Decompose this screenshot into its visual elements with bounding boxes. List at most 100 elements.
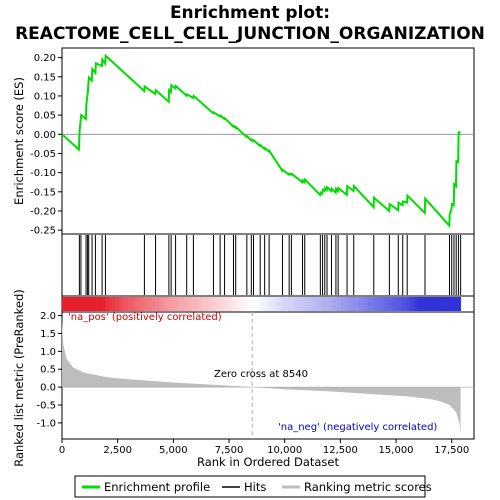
chart-title-line1: Enrichment plot: bbox=[170, 3, 330, 23]
heat-strip-83 bbox=[337, 297, 342, 311]
heat-strip-93 bbox=[370, 297, 375, 311]
heat-strip-1 bbox=[65, 297, 70, 311]
heat-strip-33 bbox=[171, 297, 176, 311]
heat-strip-80 bbox=[327, 297, 332, 311]
heat-strip-112 bbox=[434, 297, 438, 311]
x-tick-label-0: 0 bbox=[59, 445, 65, 456]
heat-strip-92 bbox=[367, 297, 372, 311]
heat-strip-113 bbox=[437, 297, 442, 311]
x-tick-label-7: 17,500 bbox=[434, 445, 469, 456]
es-y-tick-label-1: 0.15 bbox=[34, 72, 56, 83]
metric-y-tick-label-2: 1.0 bbox=[40, 347, 56, 358]
heat-strip-2 bbox=[68, 297, 73, 311]
heat-strip-28 bbox=[155, 297, 159, 311]
heat-strip-61 bbox=[264, 297, 269, 311]
heat-strip-114 bbox=[440, 297, 445, 311]
heat-strip-87 bbox=[351, 297, 355, 311]
heat-strip-0 bbox=[62, 297, 66, 311]
heat-strip-47 bbox=[218, 297, 222, 311]
metric-y-tick-label-5: -0.5 bbox=[36, 401, 56, 412]
heat-strip-77 bbox=[317, 297, 322, 311]
legend-enrichment-label: Enrichment profile bbox=[104, 480, 210, 494]
heat-strip-11 bbox=[98, 297, 103, 311]
metric-y-tick-label-0: 2.0 bbox=[40, 311, 56, 322]
heat-strip-13 bbox=[105, 297, 109, 311]
heat-strip-35 bbox=[178, 297, 182, 311]
heat-strip-16 bbox=[115, 297, 119, 311]
heat-strip-18 bbox=[121, 297, 126, 311]
heat-strip-115 bbox=[444, 297, 448, 311]
heat-strip-30 bbox=[161, 297, 166, 311]
heat-strip-12 bbox=[101, 297, 106, 311]
heat-strip-96 bbox=[380, 297, 385, 311]
heat-strip-43 bbox=[204, 297, 209, 311]
legend-metric-label: Ranking metric scores bbox=[304, 480, 432, 494]
metric-y-tick-label-6: -1.0 bbox=[36, 418, 56, 429]
heat-strip-23 bbox=[138, 297, 143, 311]
x-axis-label: Rank in Ordered Dataset bbox=[197, 455, 340, 469]
es-y-tick-label-6: -0.10 bbox=[30, 168, 56, 179]
heat-strip-53 bbox=[238, 297, 242, 311]
heat-strip-42 bbox=[201, 297, 206, 311]
legend-box bbox=[74, 475, 426, 498]
neg-correlated-label: 'na_neg' (negatively correlated) bbox=[278, 422, 437, 433]
heat-strip-79 bbox=[324, 297, 329, 311]
metric-layer bbox=[62, 312, 474, 439]
heat-strip-51 bbox=[231, 297, 236, 311]
heat-strip-104 bbox=[407, 297, 412, 311]
heat-strip-69 bbox=[291, 297, 295, 311]
heat-strip-65 bbox=[277, 297, 282, 311]
heat-strip-78 bbox=[321, 297, 325, 311]
heat-strip-10 bbox=[95, 297, 99, 311]
heat-strip-14 bbox=[108, 297, 113, 311]
heat-strip-75 bbox=[311, 297, 315, 311]
hits-layer bbox=[78, 235, 462, 295]
heat-strip-101 bbox=[397, 297, 402, 311]
heat-strip-110 bbox=[427, 297, 432, 311]
heat-strip-40 bbox=[194, 297, 199, 311]
heat-strip-94 bbox=[374, 297, 378, 311]
heat-strip-57 bbox=[251, 297, 256, 311]
heat-strip-86 bbox=[347, 297, 352, 311]
heat-strip-9 bbox=[91, 297, 96, 311]
heat-strip-105 bbox=[410, 297, 415, 311]
zero-cross-label: Zero cross at 8540 bbox=[214, 369, 308, 380]
es-y-tick-label-4: 0.00 bbox=[34, 130, 56, 141]
heat-strip-48 bbox=[221, 297, 226, 311]
heat-strip-111 bbox=[430, 297, 435, 311]
heat-strip-116 bbox=[447, 297, 452, 311]
es-y-tick-label-9: -0.25 bbox=[30, 226, 56, 237]
metric-y-tick-label-4: 0.0 bbox=[40, 383, 56, 394]
heat-strip-84 bbox=[341, 297, 345, 311]
pos-correlated-label: 'na_pos' (positively correlated) bbox=[68, 312, 222, 323]
heat-strip-54 bbox=[241, 297, 246, 311]
heat-strip-74 bbox=[307, 297, 312, 311]
heat-strip-81 bbox=[331, 297, 335, 311]
heat-strip-27 bbox=[151, 297, 156, 311]
heat-layer bbox=[62, 297, 462, 311]
heat-strip-7 bbox=[85, 297, 89, 311]
heat-strip-100 bbox=[394, 297, 398, 311]
heat-strip-41 bbox=[198, 297, 202, 311]
legend-hits-label: Hits bbox=[244, 480, 266, 494]
heat-strip-38 bbox=[188, 297, 192, 311]
heat-strip-5 bbox=[78, 297, 83, 311]
heat-strip-26 bbox=[148, 297, 153, 311]
heat-strip-24 bbox=[141, 297, 146, 311]
heat-strip-118 bbox=[453, 297, 458, 311]
heat-strip-31 bbox=[164, 297, 169, 311]
heat-strip-103 bbox=[404, 297, 408, 311]
es-y-tick-label-3: 0.05 bbox=[34, 111, 56, 122]
x-tick-label-6: 15,000 bbox=[379, 445, 414, 456]
heat-strip-36 bbox=[181, 297, 186, 311]
heat-strip-32 bbox=[168, 297, 173, 311]
heat-strip-15 bbox=[111, 297, 116, 311]
x-tick-label-4: 10,000 bbox=[267, 445, 302, 456]
heat-strip-85 bbox=[344, 297, 349, 311]
axes-layer: 0.200.150.100.050.00-0.05-0.10-0.15-0.20… bbox=[30, 53, 469, 456]
es-panel bbox=[61, 47, 475, 235]
heat-strip-91 bbox=[364, 297, 369, 311]
heat-strip-25 bbox=[145, 297, 149, 311]
heat-strip-21 bbox=[131, 297, 136, 311]
